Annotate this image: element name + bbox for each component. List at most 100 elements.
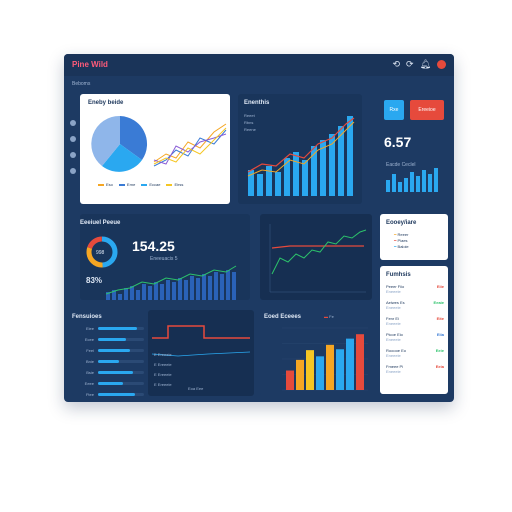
bell-icon[interactable]: 🔔︎ xyxy=(419,59,431,69)
list-item[interactable]: Fmeee Pi Eneeeie Eeia xyxy=(386,364,444,374)
trend-line-green xyxy=(106,265,237,295)
bar xyxy=(302,160,308,196)
list-item[interactable]: Peeer Fiio Eneeeie Eiie xyxy=(386,284,444,294)
overview-legend: Eso Erne Eccae Eirss xyxy=(98,182,183,187)
bar xyxy=(136,290,140,300)
secondary-button[interactable]: Ereeioe xyxy=(410,100,444,120)
bar xyxy=(326,344,334,390)
redo-icon[interactable]: ⟳ xyxy=(406,59,414,69)
status-badge: Eiia xyxy=(436,332,444,337)
colbar-legend: ▬ Fe xyxy=(324,314,334,319)
list-item[interactable]: Rooooe Eo Eneeeie Eeie xyxy=(386,348,444,358)
bar xyxy=(296,359,304,390)
status-badge: Eeie xyxy=(435,348,444,353)
settings-icon[interactable] xyxy=(70,168,76,174)
list-item[interactable]: Aeiwes Es Eneeeie Eeaie xyxy=(386,300,444,310)
sidebar xyxy=(70,120,80,220)
trend-line-green xyxy=(271,229,367,275)
hbar-track xyxy=(98,360,144,363)
bar xyxy=(338,126,344,196)
trend-line-yellow xyxy=(153,127,227,165)
bar xyxy=(257,174,263,196)
legend-row: ━ Piaes xyxy=(394,238,408,243)
users-icon[interactable] xyxy=(70,152,76,158)
list-item-sub: Eneeeie xyxy=(386,337,401,342)
legend-card-title: Eooey/iare xyxy=(386,220,417,226)
list-item-text: Picoe Eio Eneeeie xyxy=(386,332,403,342)
top-icons: ⟲ ⟳ 🔔︎ xyxy=(392,59,446,70)
breadcrumb[interactable]: Beboms xyxy=(72,81,91,87)
donut-value: 154.25 xyxy=(132,238,175,254)
hbar-label: Bnie xyxy=(85,359,94,364)
legend-item: Reene xyxy=(244,127,256,132)
list-item-sub: Eneeeie xyxy=(386,321,401,326)
donut-segment-orange xyxy=(86,236,118,268)
hbar-fill xyxy=(98,360,119,363)
kpi-chart xyxy=(386,168,438,192)
status-badge: Eite xyxy=(436,316,444,321)
bar xyxy=(404,178,408,192)
undo-icon[interactable]: ⟲ xyxy=(392,59,401,69)
hbar-track xyxy=(98,393,144,396)
pie-slice xyxy=(102,144,142,172)
hbar-row: Feei xyxy=(72,348,144,353)
bars-legend: Reeet Rbns Reene xyxy=(244,112,256,133)
kpi-value: 6.57 xyxy=(384,134,412,150)
step-chart xyxy=(151,325,251,357)
bar xyxy=(248,170,254,196)
bar xyxy=(316,356,324,390)
bar xyxy=(356,334,364,390)
status-badge: Eeia xyxy=(435,364,444,369)
bar xyxy=(293,152,299,196)
list-card: Fumhsis Peeer Fiio Eneeeie Eiie Aeiwes Es En… xyxy=(380,266,448,394)
chart-icon[interactable] xyxy=(70,136,76,142)
hbar-row: Eeee xyxy=(72,381,144,386)
app-logo[interactable]: Pine Wild xyxy=(72,60,108,69)
legend-item: Reeet xyxy=(244,113,255,118)
hbar-label: Eiee xyxy=(85,326,94,331)
hbar-fill xyxy=(98,393,135,396)
list-title: Fumhsis xyxy=(386,272,411,278)
colbar-title: Eoed Eceees xyxy=(264,314,302,320)
bar xyxy=(220,274,224,300)
list-item-text: Fmeee Pi Eneeeie xyxy=(386,364,403,374)
overview-card: Eneby beide Eso Erne Eccae Eirss xyxy=(80,94,230,204)
hbar-rows: Eiee Ecee Feei Bnie Bsie Eeee Ftee xyxy=(72,326,144,396)
bars-card: Enenthis Reeet Rbns Reene xyxy=(238,94,362,204)
legend-item: Eccae xyxy=(141,182,160,187)
primary-button[interactable]: Rxe xyxy=(384,100,404,120)
trend-line-orange xyxy=(153,123,227,163)
step-row: E Ereeeie xyxy=(154,372,172,377)
bar-series xyxy=(248,116,353,196)
bar xyxy=(286,370,294,390)
legend-card-rows: ━ Reeer ━ Piaes ━ Baloie xyxy=(394,232,409,250)
donut-segment-blue xyxy=(86,236,118,268)
pie-slice xyxy=(91,115,120,166)
step-row: E Ereeeie xyxy=(154,362,172,367)
bar xyxy=(124,288,128,300)
bar xyxy=(398,182,402,192)
kpi-subtitle: Eacde Ceclel xyxy=(386,162,416,168)
bar xyxy=(434,168,438,192)
bar xyxy=(202,274,206,300)
list-item-sub: Eneeeie xyxy=(386,289,401,294)
list-item-sub: Eneeeie xyxy=(386,369,401,374)
bar xyxy=(172,282,176,300)
trend-line-red xyxy=(271,245,364,249)
colbar-card: Eoed Eceees ▬ Fe xyxy=(260,310,372,396)
bar xyxy=(154,282,158,300)
list-item-title: Fenr Ei xyxy=(386,316,399,321)
bar xyxy=(428,174,432,192)
hbar-label: Bsie xyxy=(86,370,94,375)
list-item[interactable]: Fenr Ei Eneeeie Eite xyxy=(386,316,444,326)
top-bar: Pine Wild ⟲ ⟳ 🔔︎ xyxy=(64,54,454,76)
legend-item: Eirss xyxy=(166,182,183,187)
bars-title: Enenthis xyxy=(244,100,270,106)
bar xyxy=(106,292,110,300)
home-icon[interactable] xyxy=(70,120,76,126)
list-item[interactable]: Picoe Eio Eneeeie Eiia xyxy=(386,332,444,342)
bar xyxy=(336,349,344,390)
avatar[interactable] xyxy=(437,60,446,69)
bar xyxy=(410,172,414,192)
hbar-label: Ftee xyxy=(85,392,94,396)
